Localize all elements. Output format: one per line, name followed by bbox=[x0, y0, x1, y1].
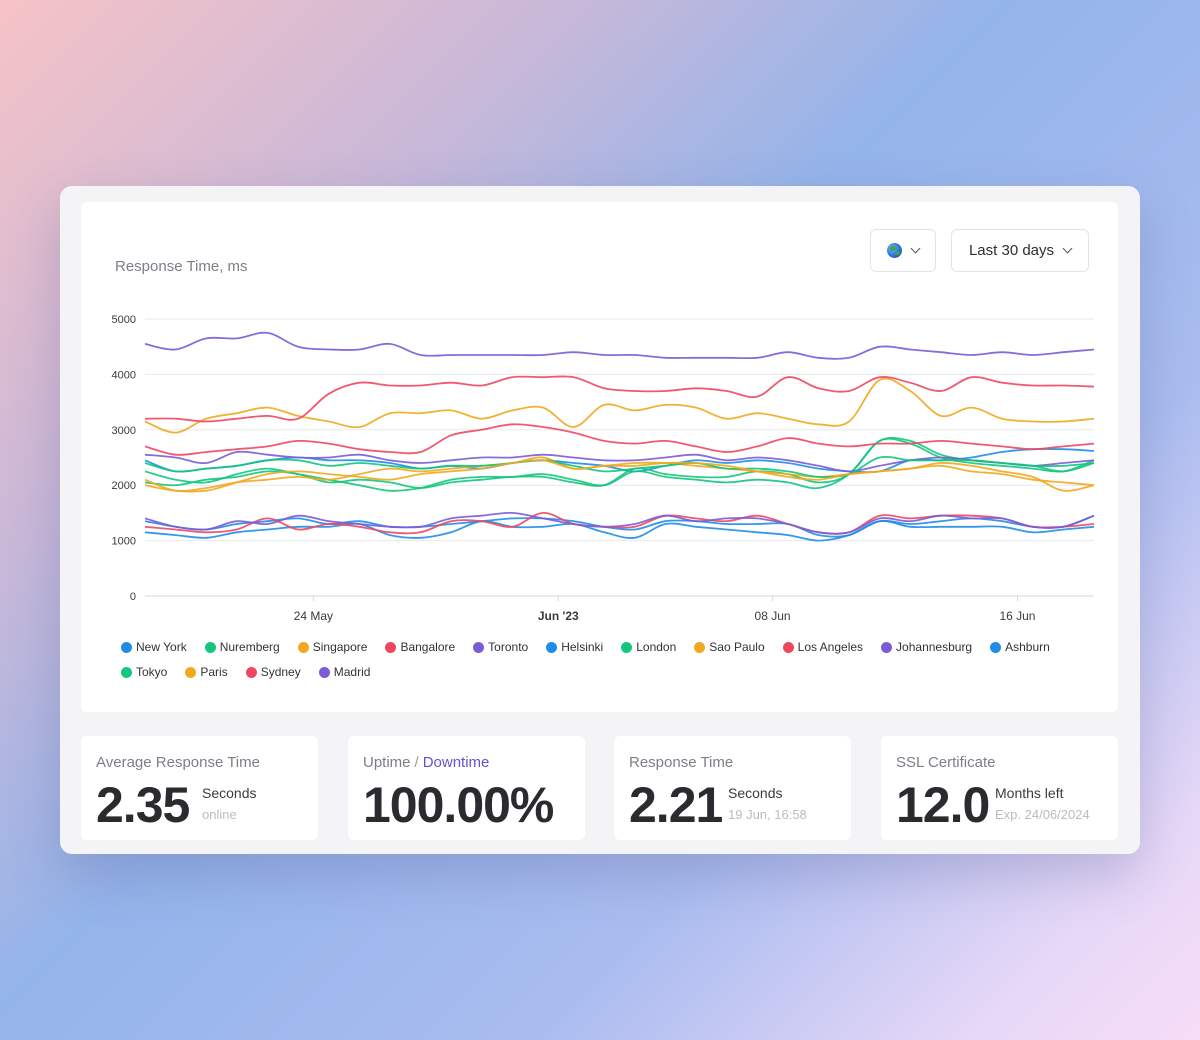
series-line-london bbox=[144, 436, 1095, 489]
uptime-card: Uptime / Downtime 100.00% bbox=[348, 736, 585, 840]
ssl-certificate-card: SSL Certificate 12.0 Months left Exp. 24… bbox=[881, 736, 1118, 840]
legend-label: Johannesburg bbox=[896, 640, 973, 654]
y-tick-label: 0 bbox=[130, 591, 136, 603]
legend-label: Nuremberg bbox=[219, 640, 280, 654]
region-select[interactable] bbox=[870, 229, 936, 272]
legend-dot bbox=[385, 641, 397, 653]
legend-item-sao-paulo[interactable]: Sao Paulo bbox=[694, 639, 765, 655]
series-line-paris bbox=[144, 459, 1095, 493]
avg-response-card: Average Response Time 2.35 Seconds onlin… bbox=[81, 736, 318, 840]
legend-label: Sydney bbox=[260, 665, 301, 679]
legend-label: Bangalore bbox=[400, 640, 456, 654]
legend-item-singapore[interactable]: Singapore bbox=[297, 639, 368, 655]
response-time-stat-card: Response Time 2.21 Seconds 19 Jun, 16:58 bbox=[614, 736, 851, 840]
series-line-tokyo bbox=[144, 455, 1095, 479]
stat-label: Response Time bbox=[629, 754, 734, 771]
chevron-down-icon bbox=[910, 243, 921, 254]
date-range-select[interactable]: Last 30 days bbox=[951, 229, 1089, 272]
monitor-panel: 0 1000 2000 3000 4000 5000 24 May Jun '23 08 Jun… bbox=[60, 186, 1140, 854]
legend-label: Ashburn bbox=[1005, 640, 1050, 654]
legend-dot bbox=[473, 641, 485, 653]
legend-dot bbox=[621, 641, 633, 653]
legend-label: Toronto bbox=[488, 640, 529, 654]
series-line-ashburn bbox=[144, 514, 1095, 538]
y-tick-label: 2000 bbox=[112, 480, 136, 492]
chevron-down-icon bbox=[1062, 243, 1073, 254]
legend-item-sydney[interactable]: Sydney bbox=[245, 664, 301, 680]
legend-item-nuremberg[interactable]: Nuremberg bbox=[204, 639, 280, 655]
series-line-toronto bbox=[144, 331, 1095, 360]
legend-dot bbox=[121, 641, 132, 653]
stat-unit: Months left bbox=[995, 785, 1064, 801]
legend-item-ashburn[interactable]: Ashburn bbox=[990, 639, 1050, 655]
stat-value: 100.00% bbox=[363, 777, 554, 833]
legend-dot bbox=[121, 666, 132, 678]
legend-item-new-york[interactable]: New York bbox=[121, 639, 187, 655]
stat-unit: Seconds bbox=[202, 785, 257, 801]
legend-dot bbox=[297, 641, 309, 653]
legend-label: New York bbox=[136, 640, 187, 654]
label-separator: / bbox=[414, 754, 419, 771]
stat-sub: online bbox=[202, 807, 237, 822]
legend-item-toronto[interactable]: Toronto bbox=[473, 639, 528, 655]
chart-legend: New York Nuremberg Singapore Bangalore Toron… bbox=[121, 639, 1081, 680]
stat-unit: Seconds bbox=[728, 785, 783, 801]
legend-label: Helsinki bbox=[561, 640, 604, 654]
series-line-sao-paulo bbox=[144, 456, 1095, 492]
response-time-card: 0 1000 2000 3000 4000 5000 24 May Jun '23 08 Jun… bbox=[81, 202, 1118, 712]
legend-item-los-angeles[interactable]: Los Angeles bbox=[782, 639, 864, 655]
legend-label: London bbox=[636, 640, 677, 654]
legend-label: Singapore bbox=[312, 640, 368, 654]
series-line-los-angeles bbox=[144, 423, 1095, 456]
uptime-tab[interactable]: Uptime bbox=[363, 754, 411, 771]
stat-sub: Exp. 24/06/2024 bbox=[995, 807, 1090, 822]
legend-dot bbox=[990, 641, 1002, 653]
legend-label: Paris bbox=[200, 665, 228, 679]
response-time-chart: 0 1000 2000 3000 4000 5000 24 May Jun '23 08 Jun… bbox=[112, 314, 1095, 623]
legend-label: Tokyo bbox=[136, 665, 168, 679]
legend-dot bbox=[782, 641, 794, 653]
legend-item-johannesburg[interactable]: Johannesburg bbox=[881, 639, 972, 655]
stat-value: 12.0 bbox=[896, 777, 990, 833]
x-tick-label: 08 Jun bbox=[755, 609, 791, 623]
legend-item-helsinki[interactable]: Helsinki bbox=[546, 639, 603, 655]
series-line-johannesburg bbox=[144, 450, 1095, 473]
stat-sub: 19 Jun, 16:58 bbox=[728, 807, 807, 822]
legend-dot bbox=[881, 641, 893, 653]
legend-dot bbox=[546, 641, 558, 653]
series-line-bangalore bbox=[144, 375, 1095, 423]
legend-item-madrid[interactable]: Madrid bbox=[318, 664, 371, 680]
legend-item-london[interactable]: London bbox=[621, 639, 676, 655]
y-tick-label: 5000 bbox=[112, 314, 136, 326]
x-tick-label: 24 May bbox=[294, 609, 333, 623]
series-line-helsinki bbox=[144, 520, 1095, 542]
stat-label: SSL Certificate bbox=[896, 754, 996, 771]
legend-label: Los Angeles bbox=[797, 640, 864, 654]
stat-value: 2.21 bbox=[629, 777, 723, 833]
y-tick-label: 4000 bbox=[112, 369, 136, 381]
x-tick-label: Jun '23 bbox=[538, 609, 579, 623]
series-line-madrid bbox=[144, 511, 1095, 535]
legend-dot bbox=[185, 666, 197, 678]
downtime-tab[interactable]: Downtime bbox=[422, 754, 490, 771]
legend-item-paris[interactable]: Paris bbox=[185, 664, 228, 680]
date-range-label: Last 30 days bbox=[968, 242, 1055, 259]
globe-icon bbox=[887, 243, 902, 258]
chart-title: Response Time, ms bbox=[115, 258, 248, 275]
legend-dot bbox=[204, 641, 216, 653]
legend-label: Sao Paulo bbox=[709, 640, 765, 654]
x-tick-label: 16 Jun bbox=[999, 609, 1035, 623]
y-tick-label: 1000 bbox=[112, 536, 136, 548]
y-tick-label: 3000 bbox=[112, 425, 136, 437]
legend-item-bangalore[interactable]: Bangalore bbox=[385, 639, 455, 655]
stat-label: Average Response Time bbox=[96, 754, 260, 771]
legend-label: Madrid bbox=[333, 665, 371, 679]
legend-item-tokyo[interactable]: Tokyo bbox=[121, 664, 167, 680]
stat-label: Uptime / Downtime bbox=[363, 754, 489, 771]
legend-dot bbox=[694, 641, 706, 653]
legend-dot bbox=[245, 666, 257, 678]
stat-value: 2.35 bbox=[96, 777, 190, 833]
legend-dot bbox=[318, 666, 330, 678]
